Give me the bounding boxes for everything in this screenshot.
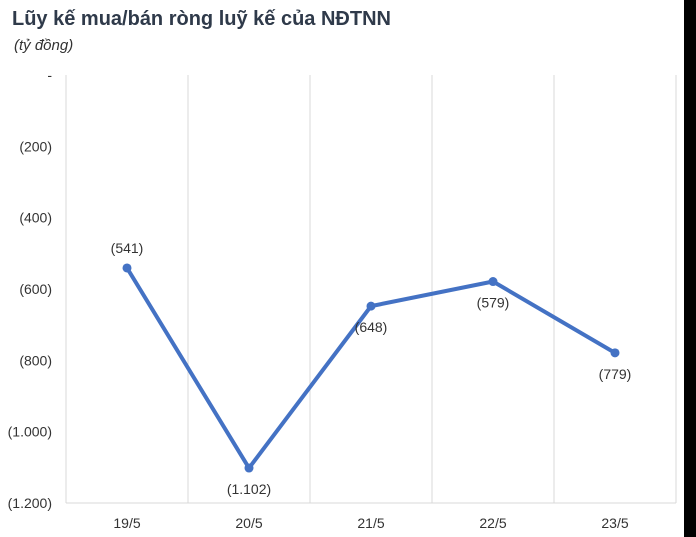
data-point — [488, 277, 498, 287]
data-point — [610, 348, 620, 358]
data-point — [122, 263, 132, 273]
data-label: (779) — [599, 366, 632, 382]
y-tick-label: - — [47, 67, 52, 83]
data-label: (648) — [355, 319, 388, 335]
y-tick-label: (1.200) — [8, 495, 52, 511]
chart-title: Lũy kế mua/bán ròng luỹ kế của NĐTNN — [12, 8, 391, 30]
series-line — [125, 265, 617, 471]
chart-subtitle: (tỷ đồng) — [14, 37, 74, 54]
data-point — [244, 463, 254, 473]
x-tick-label: 20/5 — [235, 515, 262, 531]
x-tick-label: 23/5 — [601, 515, 628, 531]
data-label: (541) — [111, 240, 144, 256]
y-tick-label: (800) — [19, 352, 52, 368]
data-label: (1.102) — [227, 481, 271, 497]
y-tick-label: (400) — [19, 210, 52, 226]
right-edge-border — [684, 0, 696, 537]
x-tick-label: 22/5 — [479, 515, 506, 531]
data-point — [366, 301, 376, 311]
y-tick-label: (200) — [19, 138, 52, 154]
data-label: (579) — [477, 295, 510, 311]
x-tick-label: 21/5 — [357, 515, 384, 531]
x-tick-label: 19/5 — [113, 515, 140, 531]
y-tick-label: (600) — [19, 281, 52, 297]
y-tick-label: (1.000) — [8, 424, 52, 440]
